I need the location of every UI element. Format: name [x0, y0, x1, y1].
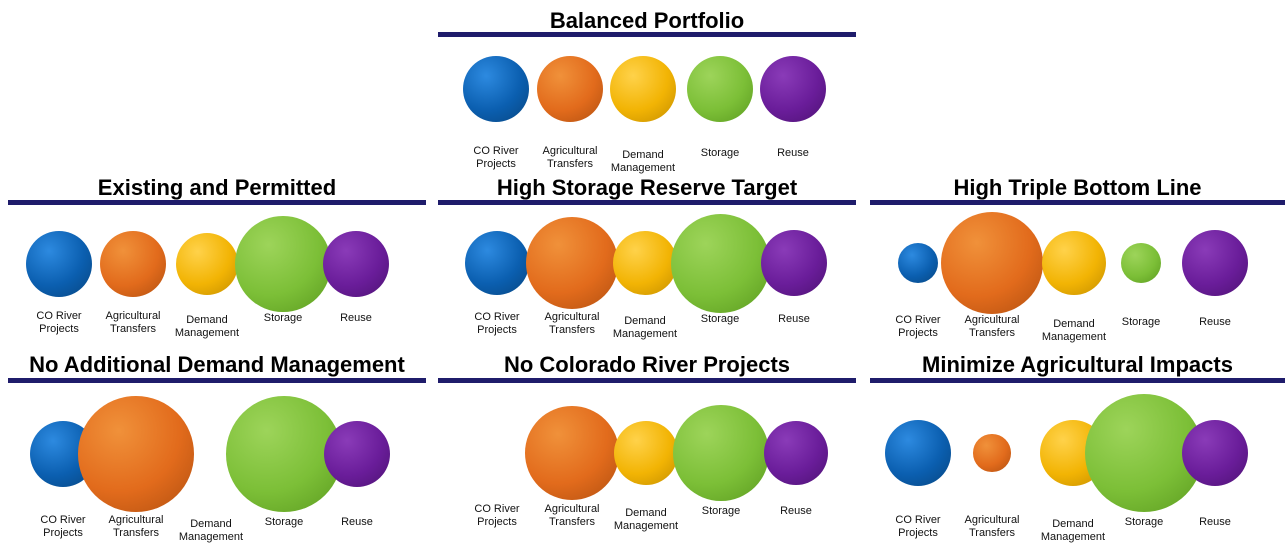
title-underline — [438, 32, 856, 37]
bubble-ag_transfers — [940, 211, 1044, 315]
label-reuse: Reuse — [340, 312, 372, 324]
label-ag_transfers: Agricultural Transfers — [542, 145, 598, 170]
bubble-storage — [687, 56, 753, 122]
label-ag_transfers: Agricultural Transfers — [544, 311, 600, 336]
title-underline — [438, 378, 856, 383]
label-storage: Storage — [1121, 316, 1161, 328]
bubble-reuse — [1182, 230, 1248, 296]
bubble-demand_mgmt — [610, 56, 676, 122]
label-co_river: CO River Projects — [40, 514, 86, 539]
bubble-reuse — [324, 421, 390, 487]
bubble-demand_mgmt — [1041, 230, 1106, 295]
bubble-ag_transfers — [537, 56, 603, 122]
panel-title: High Triple Bottom Line — [953, 175, 1202, 200]
label-demand_mgmt: Demand Management — [174, 314, 240, 339]
panel-title: No Additional Demand Management — [29, 352, 405, 377]
bubble-storage — [1120, 242, 1162, 284]
panel-title: Minimize Agricultural Impacts — [922, 352, 1233, 377]
bubble-ag_transfers — [78, 396, 194, 512]
label-demand_mgmt: Demand Management — [1041, 318, 1107, 343]
label-storage: Storage — [700, 313, 740, 325]
label-ag_transfers: Agricultural Transfers — [544, 503, 600, 528]
bubble-reuse — [761, 230, 827, 296]
bubble-reuse — [760, 56, 826, 122]
bubble-ag_transfers — [525, 216, 619, 310]
label-co_river: CO River Projects — [895, 314, 941, 339]
bubble-ag_transfers — [973, 434, 1011, 472]
label-ag_transfers: Agricultural Transfers — [108, 514, 164, 539]
label-demand_mgmt: Demand Management — [610, 149, 676, 174]
bubble-demand_mgmt — [612, 230, 677, 295]
label-storage: Storage — [1124, 516, 1164, 528]
label-co_river: CO River Projects — [473, 145, 519, 170]
label-co_river: CO River Projects — [474, 311, 520, 336]
title-underline — [870, 200, 1285, 205]
label-ag_transfers: Agricultural Transfers — [964, 314, 1020, 339]
label-storage: Storage — [700, 147, 740, 159]
title-underline — [8, 378, 426, 383]
bubble-reuse — [1182, 420, 1248, 486]
label-co_river: CO River Projects — [36, 310, 82, 335]
bubble-ag_transfers — [525, 406, 619, 500]
label-reuse: Reuse — [777, 147, 809, 159]
bubble-co_river — [897, 242, 939, 284]
label-demand_mgmt: Demand Management — [613, 507, 679, 532]
label-demand_mgmt: Demand Management — [1040, 518, 1106, 543]
bubble-storage — [670, 213, 770, 313]
panel-title: Balanced Portfolio — [549, 8, 745, 33]
bubble-co_river — [26, 231, 92, 297]
bubble-co_river — [463, 56, 529, 122]
label-reuse: Reuse — [780, 505, 812, 517]
bubble-co_river — [885, 420, 951, 486]
bubble-storage — [235, 216, 331, 312]
label-ag_transfers: Agricultural Transfers — [964, 514, 1020, 539]
label-demand_mgmt: Demand Management — [612, 315, 678, 340]
title-underline — [870, 378, 1285, 383]
label-co_river: CO River Projects — [895, 514, 941, 539]
label-reuse: Reuse — [778, 313, 810, 325]
bubble-reuse — [763, 420, 828, 485]
bubble-ag_transfers — [100, 231, 166, 297]
bubble-storage — [673, 405, 769, 501]
panel-title: No Colorado River Projects — [503, 352, 791, 377]
bubble-co_river — [464, 230, 529, 295]
label-reuse: Reuse — [1199, 316, 1231, 328]
label-storage: Storage — [264, 516, 304, 528]
label-reuse: Reuse — [341, 516, 373, 528]
panel-title: High Storage Reserve Target — [496, 175, 798, 200]
label-demand_mgmt: Demand Management — [178, 518, 244, 543]
bubble-demand_mgmt — [613, 420, 678, 485]
title-underline — [8, 200, 426, 205]
bubble-demand_mgmt — [175, 232, 239, 296]
label-ag_transfers: Agricultural Transfers — [105, 310, 161, 335]
label-storage: Storage — [701, 505, 741, 517]
bubble-reuse — [323, 231, 389, 297]
label-reuse: Reuse — [1199, 516, 1231, 528]
bubble-storage — [226, 396, 342, 512]
label-storage: Storage — [263, 312, 303, 324]
title-underline — [438, 200, 856, 205]
panel-title: Existing and Permitted — [97, 175, 337, 200]
label-co_river: CO River Projects — [474, 503, 520, 528]
